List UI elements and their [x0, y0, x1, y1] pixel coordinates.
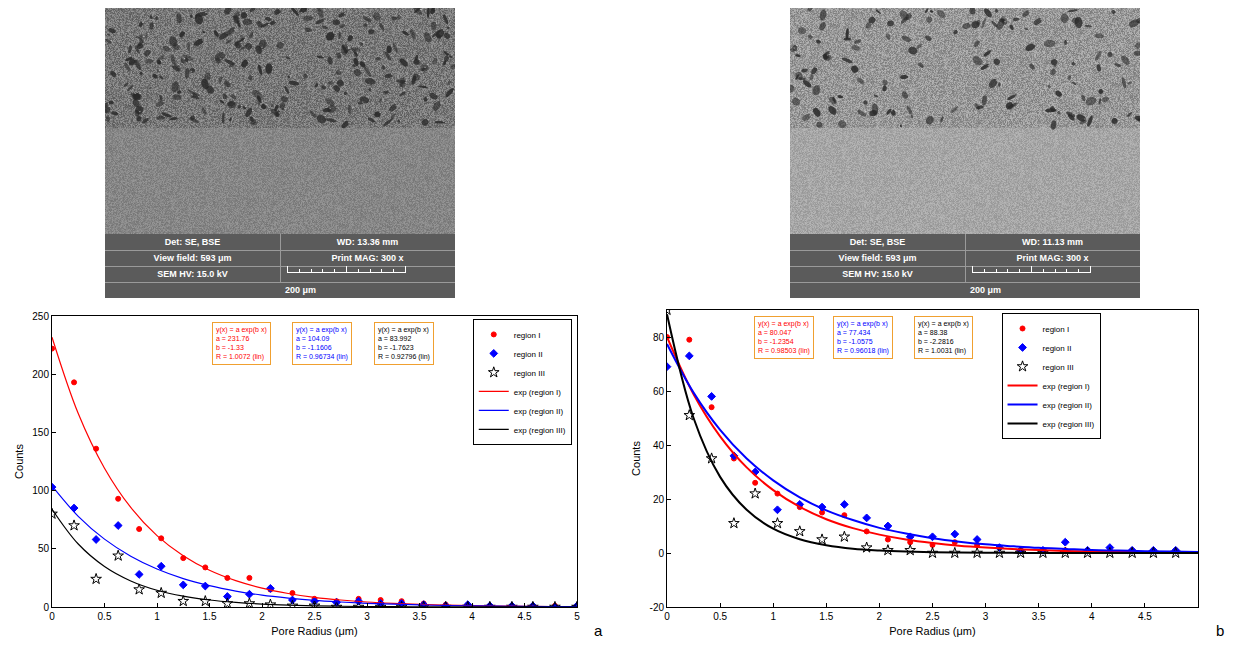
svg-text:60: 60	[653, 386, 665, 397]
svg-text:y(x) = a exp(b x)a = 83.992b =: y(x) = a exp(b x)a = 83.992b = -1.7623R …	[378, 326, 430, 361]
svg-text:region II: region II	[1043, 344, 1072, 353]
svg-text:1: 1	[154, 611, 160, 622]
svg-text:2.5: 2.5	[926, 611, 940, 622]
svg-text:1.5: 1.5	[819, 611, 833, 622]
svg-text:0: 0	[664, 611, 670, 622]
html-text:b: b	[1216, 622, 1225, 639]
svg-text:2: 2	[877, 611, 883, 622]
svg-text:y(x) = a exp(b x)a = 88.38b =: y(x) = a exp(b x)a = 88.38b = -2.2816R =…	[918, 320, 969, 355]
svg-text:4: 4	[1089, 611, 1095, 622]
svg-text:20: 20	[653, 494, 665, 505]
svg-text:region III: region III	[1043, 363, 1074, 372]
svg-text:exp (region III): exp (region III)	[514, 426, 566, 435]
html-text:WD: 11.13 mm: WD: 11.13 mm	[1022, 237, 1083, 247]
svg-text:1.5: 1.5	[203, 611, 217, 622]
svg-text:40: 40	[653, 440, 665, 451]
svg-text:0.5: 0.5	[98, 611, 112, 622]
html-text:Print MAG: 300 x: Print MAG: 300 x	[331, 253, 404, 263]
html-text:SEM HV: 15.0 kV: SEM HV: 15.0 kV	[157, 269, 228, 279]
html-text:Print MAG: 300 x: Print MAG: 300 x	[1016, 253, 1089, 263]
svg-text:exp (region II): exp (region II)	[514, 407, 564, 416]
svg-text:y(x) = a exp(b x)a = 231.76b =: y(x) = a exp(b x)a = 231.76b = -1.33R = …	[216, 326, 267, 361]
svg-text:250: 250	[32, 311, 49, 322]
svg-text:exp (region I): exp (region I)	[1043, 382, 1090, 391]
html-text:View field: 593 μm: View field: 593 μm	[153, 253, 232, 263]
html-text:Det: SE, BSE: Det: SE, BSE	[164, 237, 221, 247]
svg-text:0: 0	[658, 548, 664, 559]
html-text:WD: 13.36 mm: WD: 13.36 mm	[336, 237, 399, 247]
svg-text:5: 5	[574, 611, 580, 622]
svg-text:3: 3	[364, 611, 370, 622]
svg-text:region I: region I	[514, 331, 541, 340]
svg-text:Pore Radius (μm): Pore Radius (μm)	[271, 625, 357, 637]
svg-text:Counts: Counts	[13, 444, 25, 479]
html-text:SEM HV: 15.0 kV: SEM HV: 15.0 kV	[842, 269, 913, 279]
svg-text:3.5: 3.5	[413, 611, 427, 622]
html-text:Det: SE, BSE: Det: SE, BSE	[849, 237, 906, 247]
svg-text:0: 0	[43, 602, 49, 613]
svg-text:0: 0	[49, 611, 55, 622]
svg-text:2: 2	[259, 611, 265, 622]
html-text:200 μm: 200 μm	[970, 285, 1001, 295]
svg-text:4.5: 4.5	[1138, 611, 1152, 622]
svg-text:y(x) = a exp(b x)a = 104.09b =: y(x) = a exp(b x)a = 104.09b = -1.1606R …	[296, 326, 348, 361]
html-text:200 μm: 200 μm	[285, 285, 316, 295]
svg-text:Pore Radius (μm): Pore Radius (μm)	[889, 625, 975, 637]
html-text:View field: 593 μm: View field: 593 μm	[838, 253, 917, 263]
svg-text:y(x) = a exp(b x)a = 80.047b =: y(x) = a exp(b x)a = 80.047b = -1.2354R …	[758, 320, 810, 355]
svg-text:100: 100	[32, 485, 49, 496]
svg-text:-20: -20	[650, 602, 665, 613]
svg-text:3.5: 3.5	[1032, 611, 1046, 622]
svg-text:4: 4	[469, 611, 475, 622]
svg-text:exp (region I): exp (region I)	[514, 388, 561, 397]
svg-text:3: 3	[983, 611, 989, 622]
svg-text:region II: region II	[514, 350, 543, 359]
svg-text:150: 150	[32, 427, 49, 438]
svg-text:80: 80	[653, 332, 665, 343]
svg-text:y(x) = a exp(b x)a = 77.434b =: y(x) = a exp(b x)a = 77.434b = -1.0575R …	[837, 320, 889, 355]
html-text:a: a	[594, 622, 603, 639]
svg-text:Counts: Counts	[630, 441, 642, 476]
svg-text:0.5: 0.5	[713, 611, 727, 622]
svg-text:4.5: 4.5	[518, 611, 532, 622]
svg-text:200: 200	[32, 369, 49, 380]
svg-text:2.5: 2.5	[308, 611, 322, 622]
svg-text:50: 50	[38, 543, 50, 554]
svg-text:exp (region II): exp (region II)	[1043, 401, 1093, 410]
svg-text:exp (region III): exp (region III)	[1043, 420, 1095, 429]
svg-text:region III: region III	[514, 369, 545, 378]
svg-text:region I: region I	[1043, 325, 1070, 334]
svg-text:1: 1	[770, 611, 776, 622]
